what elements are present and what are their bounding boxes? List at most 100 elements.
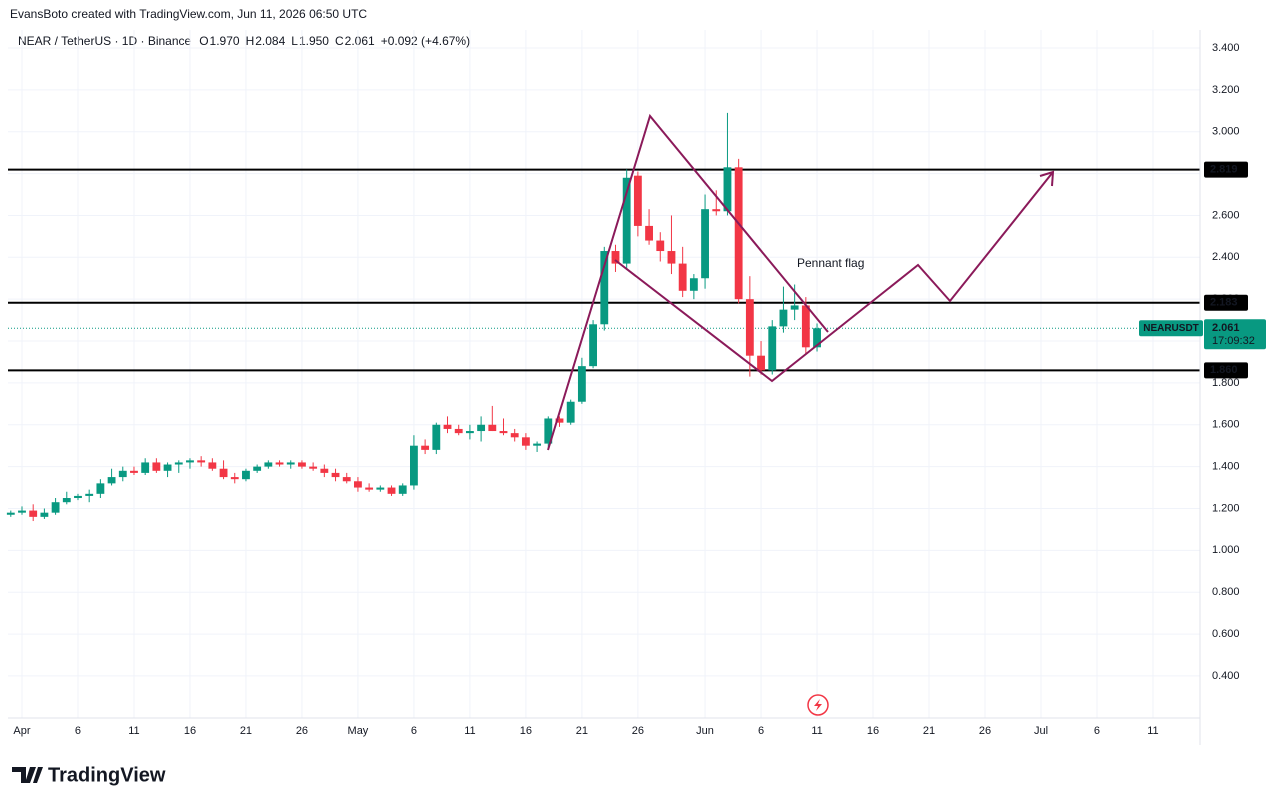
- y-tick-label: 2.600: [1212, 209, 1240, 221]
- candle-body: [40, 512, 49, 517]
- pattern-drawing: [547, 113, 1055, 451]
- candle-body: [85, 493, 94, 496]
- countdown: 17:09:32: [1212, 335, 1255, 347]
- candle-body: [118, 470, 127, 478]
- candle-body: [757, 355, 765, 371]
- y-tick-label: 1.800: [1212, 377, 1240, 389]
- y-tick-label: 1.200: [1212, 502, 1240, 514]
- x-tick-label: 26: [296, 725, 308, 737]
- ohlc-key: O: [199, 34, 208, 48]
- x-tick-label: Jul: [1034, 725, 1048, 737]
- candle-body: [409, 445, 418, 486]
- candle-body: [309, 466, 318, 469]
- x-tick-label: 21: [923, 725, 935, 737]
- candle-body: [253, 466, 262, 471]
- y-tick-label: 1.600: [1212, 419, 1240, 431]
- candle-body: [600, 251, 609, 325]
- credit: EvansBoto created with TradingView.com, …: [10, 7, 367, 21]
- ohlc-value: 2.084: [255, 34, 285, 48]
- candle-body: [790, 305, 799, 310]
- candle-body: [275, 462, 284, 465]
- annotation: Pennant flag: [797, 256, 864, 270]
- level-tag: [1204, 161, 1248, 178]
- candle-body: [477, 424, 486, 432]
- x-tick-label: 6: [1094, 725, 1100, 737]
- candle-body: [499, 431, 508, 434]
- level-label: 2.819: [1210, 164, 1238, 176]
- y-tick-label: 0.600: [1212, 628, 1240, 640]
- candle-body: [723, 167, 732, 212]
- x-tick-label: 11: [128, 725, 139, 737]
- candle-body: [186, 460, 194, 463]
- candle-body: [488, 424, 497, 432]
- x-tick-label: 16: [867, 725, 879, 737]
- event-icon-bolt: [814, 699, 822, 711]
- level-tag: [1204, 294, 1248, 311]
- candle-body: [29, 510, 38, 517]
- y-tick-label: 0.800: [1212, 586, 1240, 598]
- candle-body: [645, 225, 653, 241]
- candle-body: [734, 167, 743, 300]
- legend: NEAR / TetherUS · 1D · Binance O 1.970 H 2.0…: [18, 34, 470, 48]
- y-tick-label: 3.200: [1212, 84, 1240, 96]
- candle-body: [387, 487, 396, 494]
- plot: Pennant flag: [6, 30, 1200, 718]
- candle-body: [242, 470, 250, 480]
- x-tick-label: 16: [520, 725, 532, 737]
- candle-body: [465, 431, 474, 434]
- y-tick-label: 0.400: [1212, 670, 1240, 682]
- candle-body: [62, 498, 71, 503]
- candle-body: [141, 462, 150, 473]
- candle-body: [622, 177, 631, 264]
- x-tick-label: 26: [632, 725, 644, 737]
- y-tick-label: 1.000: [1212, 544, 1240, 556]
- x-tick-label: 6: [75, 725, 81, 737]
- candle-body: [443, 424, 452, 429]
- candle-body: [544, 418, 553, 444]
- candle-body: [365, 487, 374, 490]
- candle-body: [611, 251, 620, 264]
- x-tick-label: 16: [184, 725, 196, 737]
- y-tick-label: 3.400: [1212, 42, 1240, 54]
- x-tick-label: 21: [240, 725, 252, 737]
- pennant-upper: [547, 113, 829, 451]
- candle-body: [286, 462, 295, 465]
- x-tick-label: 6: [411, 725, 417, 737]
- x-tick-label: 6: [758, 725, 764, 737]
- candle-body: [163, 464, 172, 471]
- candle-body: [745, 299, 754, 356]
- x-tick-label: 11: [464, 725, 475, 737]
- candle-body: [555, 418, 564, 423]
- candle-body: [421, 445, 430, 450]
- candle-body: [152, 462, 161, 471]
- candle-body: [566, 401, 575, 423]
- candle-body: [18, 510, 26, 513]
- candle-body: [376, 487, 385, 490]
- ohlc-key: C: [335, 34, 344, 48]
- candle-body: [678, 263, 687, 291]
- candle-body: [813, 328, 821, 348]
- candle-body: [331, 472, 340, 478]
- candle-body: [577, 366, 586, 402]
- candle-body: [6, 512, 15, 515]
- candle-body: [107, 477, 116, 484]
- candle-body: [454, 428, 463, 434]
- x-tick-label: Apr: [13, 725, 30, 737]
- ohlc-key: H: [246, 34, 255, 48]
- candle-body: [298, 462, 306, 467]
- logo-mark: [12, 767, 43, 783]
- ohlc-value: 1.950: [299, 34, 329, 48]
- level-tag: [1204, 362, 1248, 379]
- x-tick-label: 11: [1147, 725, 1158, 737]
- x-tick-label: 21: [576, 725, 588, 737]
- level-label: 1.860: [1210, 364, 1238, 376]
- ohlc-value: 2.061: [345, 34, 375, 48]
- candle-body: [74, 495, 82, 499]
- candle-body: [398, 485, 407, 494]
- candle-body: [589, 324, 598, 367]
- symbol-tag: [1139, 320, 1203, 337]
- arrow-head: [1039, 170, 1055, 187]
- candle-body: [701, 209, 709, 279]
- x-tick-label: May: [348, 725, 369, 737]
